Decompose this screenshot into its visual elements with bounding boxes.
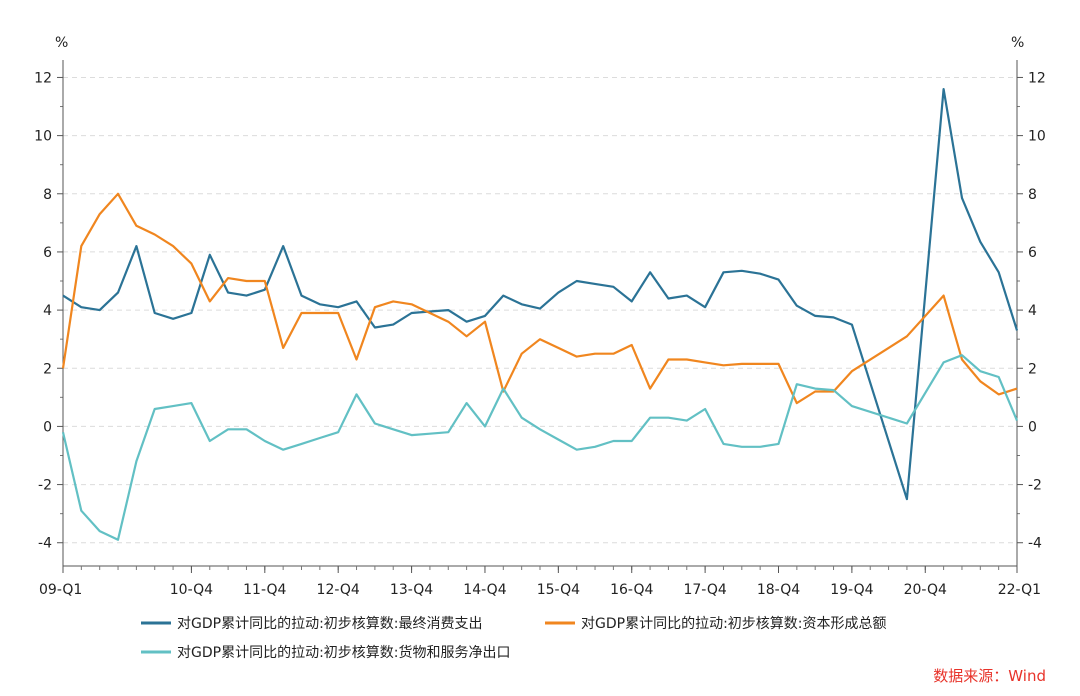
legend-label-capital-formation: 对GDP累计同比的拉动:初步核算数:资本形成总额: [581, 615, 887, 632]
y-tick-label-left: -4: [38, 536, 52, 552]
y-tick-label-left: 10: [34, 129, 52, 145]
y-tick-label-left: -2: [38, 478, 52, 494]
y-tick-label-left: 4: [43, 303, 52, 319]
y-tick-label-right: 0: [1028, 419, 1037, 435]
right-axis-unit: %: [1011, 35, 1024, 51]
y-tick-label-left: 0: [43, 419, 52, 435]
x-tick-label: 10-Q4: [170, 582, 213, 598]
grid-lines: [63, 76, 1017, 544]
y-tick-label-right: 8: [1028, 187, 1037, 203]
x-tick-label: 20-Q4: [904, 582, 947, 598]
x-tick-label: 16-Q4: [610, 582, 653, 598]
x-tick-label: 09-Q1: [39, 582, 82, 598]
x-tick-label: 15-Q4: [537, 582, 580, 598]
x-tick-label: 19-Q4: [830, 582, 873, 598]
y-tick-label-right: 2: [1028, 361, 1037, 377]
legend-label-net-exports: 对GDP累计同比的拉动:初步核算数:货物和服务净出口: [177, 644, 511, 661]
x-tick-label: 13-Q4: [390, 582, 433, 598]
y-tick-label-right: 4: [1028, 303, 1037, 319]
y-tick-label-right: 10: [1028, 129, 1046, 145]
line-net-exports: [61, 354, 1019, 541]
y-tick-label-left: 2: [43, 361, 52, 377]
x-tick-label: 12-Q4: [317, 582, 360, 598]
left-axis-unit: %: [55, 35, 68, 51]
y-tick-label-right: -4: [1028, 536, 1042, 552]
data-source: 数据来源：Wind: [933, 667, 1046, 685]
x-tick-label: 11-Q4: [243, 582, 286, 598]
y-tick-label-left: 6: [43, 245, 52, 261]
series-lines: [61, 88, 1019, 541]
line-capital-formation: [61, 192, 1018, 405]
legend: 对GDP累计同比的拉动:初步核算数:最终消费支出 对GDP累计同比的拉动:初步核…: [141, 615, 887, 661]
line-consumption: [62, 88, 1019, 501]
y-tick-label-right: 12: [1028, 70, 1046, 86]
y-tick-label-left: 12: [34, 70, 52, 86]
legend-label-consumption: 对GDP累计同比的拉动:初步核算数:最终消费支出: [177, 615, 483, 632]
y-tick-label-left: 8: [43, 187, 52, 203]
x-tick-label: 18-Q4: [757, 582, 800, 598]
y-tick-label-right: -2: [1028, 478, 1042, 494]
x-tick-label: 22-Q1: [998, 582, 1041, 598]
x-tick-label: 17-Q4: [683, 582, 726, 598]
tick-labels: 12 12 10 10 8 8 6 6 4 4 2 2 0 0 -2 -2 -4 -4 09-Q1 10-Q4 11-Q…: [34, 70, 1046, 598]
x-tick-label: 14-Q4: [463, 582, 506, 598]
axes: [57, 60, 1023, 573]
y-tick-label-right: 6: [1028, 245, 1037, 261]
